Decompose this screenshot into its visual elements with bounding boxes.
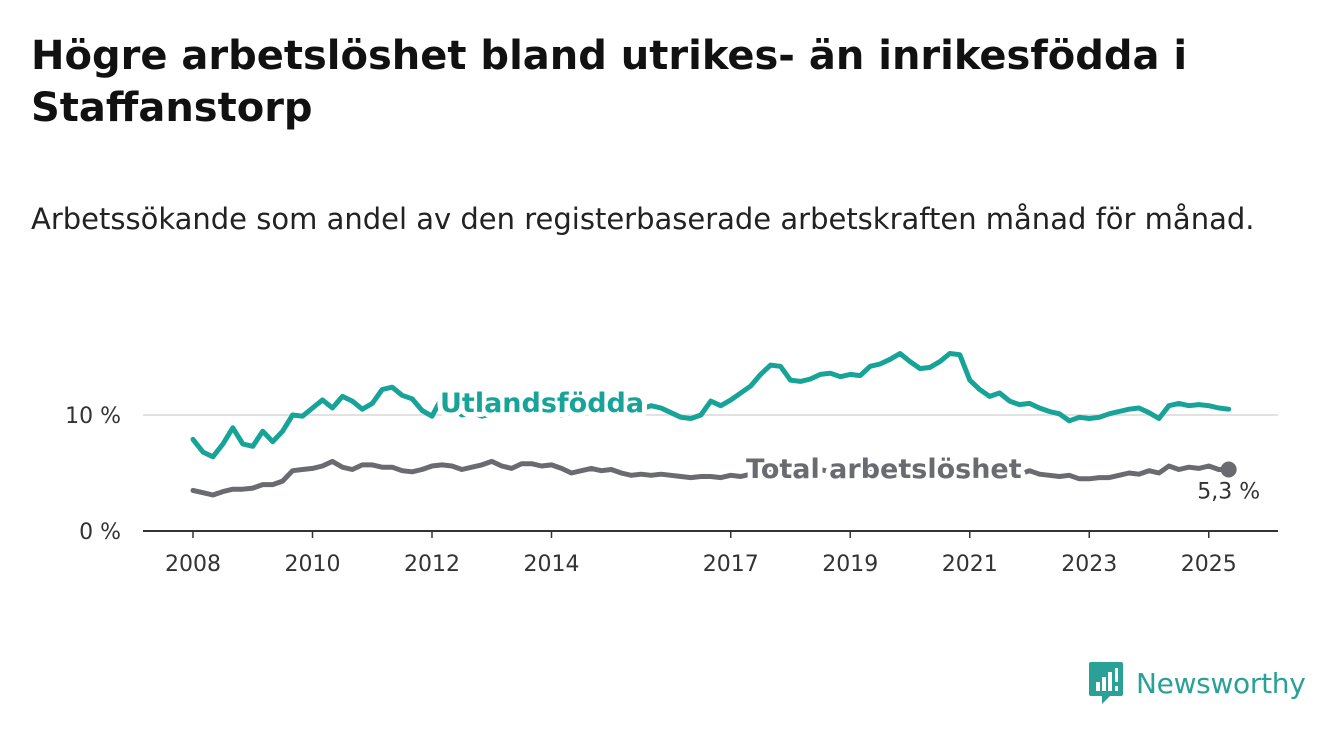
series-line-total (190, 458, 1232, 498)
x-tick-label: 2010 (285, 552, 341, 577)
series-label-utlandsfodda: Utlandsfödda (440, 388, 644, 419)
end-point-marker (1220, 461, 1237, 478)
x-tick-label: 2019 (822, 552, 878, 577)
x-tick-label: 2014 (524, 552, 580, 577)
x-tick-label: 2021 (942, 552, 998, 577)
newsworthy-logo-icon (1089, 662, 1123, 704)
x-tick-label: 2008 (165, 552, 221, 577)
end-value-label: 5,3 % (1197, 480, 1260, 505)
brand-name: Newsworthy (1136, 666, 1306, 700)
series-line-utlandsfodda (190, 351, 1232, 460)
x-tick-label: 2023 (1061, 552, 1117, 577)
x-tick-label: 2012 (404, 552, 460, 577)
series-label-halo: Total arbetslöshet (746, 454, 1022, 485)
chart-subtitle: Arbetssökande som andel av den registerb… (31, 202, 1255, 236)
brand-logo[interactable]: Newsworthy (1088, 660, 1306, 706)
x-tick-label: 2017 (703, 552, 759, 577)
series-label-total: Total arbetslöshet (746, 454, 1022, 485)
series-label-halo: Utlandsfödda (440, 388, 644, 419)
x-tick-label: 2025 (1181, 552, 1237, 577)
chart-title: Högre arbetslöshet bland utrikes- än inr… (31, 33, 1188, 131)
y-tick-label: 10 % (65, 404, 121, 429)
y-tick-label: 0 % (79, 520, 121, 545)
